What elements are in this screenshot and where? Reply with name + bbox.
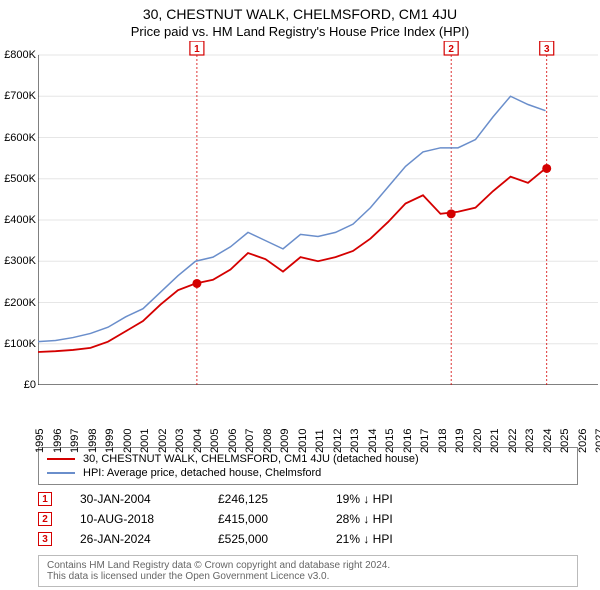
y-tick-label: £800K bbox=[4, 49, 36, 61]
x-tick-label: 2017 bbox=[419, 429, 431, 453]
y-tick-label: £200K bbox=[4, 297, 36, 309]
x-tick-label: 2007 bbox=[244, 429, 256, 453]
x-tick-label: 1995 bbox=[34, 429, 46, 453]
y-tick-label: £500K bbox=[4, 173, 36, 185]
attribution-footer: Contains HM Land Registry data © Crown c… bbox=[38, 555, 578, 587]
event-date: 26-JAN-2024 bbox=[80, 532, 190, 546]
title-block: 30, CHESTNUT WALK, CHELMSFORD, CM1 4JU P… bbox=[0, 0, 600, 41]
x-tick-label: 2011 bbox=[314, 429, 326, 453]
footer-line2: This data is licensed under the Open Gov… bbox=[47, 571, 569, 582]
x-tick-label: 2020 bbox=[472, 429, 484, 453]
event-price: £525,000 bbox=[218, 532, 308, 546]
svg-text:3: 3 bbox=[544, 44, 550, 55]
x-tick-label: 1999 bbox=[104, 429, 116, 453]
x-tick-label: 2025 bbox=[559, 429, 571, 453]
chart-container: 30, CHESTNUT WALK, CHELMSFORD, CM1 4JU P… bbox=[0, 0, 600, 590]
y-axis-labels: £0£100K£200K£300K£400K£500K£600K£700K£80… bbox=[0, 41, 38, 385]
y-tick-label: £700K bbox=[4, 90, 36, 102]
legend-swatch bbox=[47, 472, 75, 474]
footer-line1: Contains HM Land Registry data © Crown c… bbox=[47, 560, 569, 571]
x-tick-label: 2010 bbox=[297, 429, 309, 453]
x-tick-label: 2001 bbox=[139, 429, 151, 453]
y-tick-label: £300K bbox=[4, 255, 36, 267]
event-date: 30-JAN-2004 bbox=[80, 492, 190, 506]
legend-label: 30, CHESTNUT WALK, CHELMSFORD, CM1 4JU (… bbox=[83, 453, 419, 465]
events-table: 1 30-JAN-2004 £246,125 19% ↓ HPI 2 10-AUG-201… bbox=[38, 489, 578, 549]
legend-row: 30, CHESTNUT WALK, CHELMSFORD, CM1 4JU (… bbox=[47, 452, 569, 466]
x-tick-label: 2023 bbox=[524, 429, 536, 453]
x-tick-label: 2000 bbox=[122, 429, 134, 453]
x-tick-label: 2002 bbox=[157, 429, 169, 453]
legend-label: HPI: Average price, detached house, Chel… bbox=[83, 467, 321, 479]
svg-text:1: 1 bbox=[194, 44, 200, 55]
y-tick-label: £0 bbox=[24, 379, 36, 391]
x-tick-label: 1998 bbox=[87, 429, 99, 453]
x-tick-label: 2009 bbox=[279, 429, 291, 453]
x-tick-label: 2005 bbox=[209, 429, 221, 453]
x-tick-label: 2018 bbox=[437, 429, 449, 453]
x-tick-label: 2027 bbox=[594, 429, 600, 453]
y-tick-label: £100K bbox=[4, 338, 36, 350]
chart-title: 30, CHESTNUT WALK, CHELMSFORD, CM1 4JU bbox=[0, 6, 600, 22]
chart-plot-area: 1 2 3 bbox=[38, 41, 598, 401]
event-row: 3 26-JAN-2024 £525,000 21% ↓ HPI bbox=[38, 529, 578, 549]
event-marker-box: 3 bbox=[38, 532, 52, 546]
x-tick-label: 2003 bbox=[174, 429, 186, 453]
chart-svg: 1 2 3 bbox=[38, 41, 598, 385]
x-tick-label: 1997 bbox=[69, 429, 81, 453]
y-tick-label: £600K bbox=[4, 132, 36, 144]
x-tick-label: 2013 bbox=[349, 429, 361, 453]
x-tick-label: 2006 bbox=[227, 429, 239, 453]
svg-text:2: 2 bbox=[448, 44, 454, 55]
x-tick-label: 2008 bbox=[262, 429, 274, 453]
legend-row: HPI: Average price, detached house, Chel… bbox=[47, 466, 569, 480]
event-row: 1 30-JAN-2004 £246,125 19% ↓ HPI bbox=[38, 489, 578, 509]
x-tick-label: 2024 bbox=[542, 429, 554, 453]
x-tick-label: 2012 bbox=[332, 429, 344, 453]
x-tick-label: 2026 bbox=[577, 429, 589, 453]
x-tick-label: 2014 bbox=[367, 429, 379, 453]
event-date: 10-AUG-2018 bbox=[80, 512, 190, 526]
x-tick-label: 2022 bbox=[507, 429, 519, 453]
x-tick-label: 2019 bbox=[454, 429, 466, 453]
event-price: £246,125 bbox=[218, 492, 308, 506]
legend-swatch bbox=[47, 458, 75, 460]
x-axis-labels: 1995199619971998199920002001200220032004… bbox=[38, 401, 598, 441]
x-tick-label: 2021 bbox=[489, 429, 501, 453]
x-tick-label: 2016 bbox=[402, 429, 414, 453]
x-tick-label: 1996 bbox=[52, 429, 64, 453]
x-tick-label: 2015 bbox=[384, 429, 396, 453]
event-diff: 28% ↓ HPI bbox=[336, 512, 446, 526]
event-diff: 19% ↓ HPI bbox=[336, 492, 446, 506]
chart-subtitle: Price paid vs. HM Land Registry's House … bbox=[0, 24, 600, 39]
x-tick-label: 2004 bbox=[192, 429, 204, 453]
y-tick-label: £400K bbox=[4, 214, 36, 226]
event-row: 2 10-AUG-2018 £415,000 28% ↓ HPI bbox=[38, 509, 578, 529]
event-marker-box: 1 bbox=[38, 492, 52, 506]
event-price: £415,000 bbox=[218, 512, 308, 526]
event-marker-box: 2 bbox=[38, 512, 52, 526]
event-diff: 21% ↓ HPI bbox=[336, 532, 446, 546]
